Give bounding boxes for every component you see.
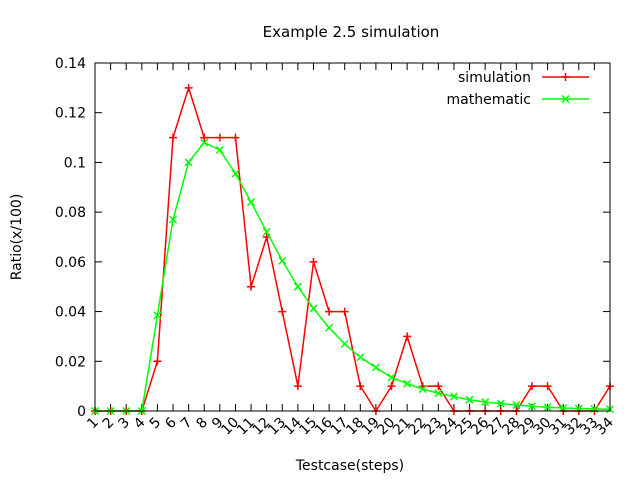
data-point (496, 399, 505, 408)
data-point (184, 158, 193, 167)
data-point (356, 353, 365, 362)
data-point (153, 311, 162, 320)
data-point (247, 198, 256, 207)
data-point (215, 133, 224, 142)
data-point (527, 382, 536, 391)
data-point (309, 257, 318, 266)
data-point (371, 363, 380, 372)
data-point (278, 307, 287, 316)
data-point (309, 304, 318, 313)
y-tick-label: 0.12 (55, 106, 86, 122)
y-tick-label: 0 (77, 404, 86, 420)
data-point (262, 227, 271, 237)
series-line-simulation (95, 85, 611, 413)
data-point (169, 133, 178, 142)
data-point (184, 83, 193, 92)
data-point (403, 379, 412, 388)
data-point (168, 215, 178, 224)
data-point (231, 133, 240, 142)
data-point (231, 169, 240, 178)
plot-series (90, 83, 615, 416)
legend-label: mathematic (447, 92, 532, 108)
legend-marker (561, 94, 570, 104)
y-tick-label: 0.14 (55, 56, 86, 72)
y-tick-label: 0.08 (55, 205, 86, 221)
plot-frame (94, 62, 611, 412)
chart-title: Example 2.5 simulation (263, 23, 440, 41)
data-point (340, 339, 349, 348)
data-point (449, 392, 458, 401)
data-point (403, 332, 412, 341)
data-point (418, 385, 427, 394)
data-point (356, 382, 365, 391)
data-point (340, 307, 349, 316)
legend: simulation mathematic (447, 70, 589, 108)
data-point (387, 373, 396, 382)
data-point (512, 401, 521, 410)
data-point (543, 382, 552, 391)
data-point (200, 133, 209, 142)
data-point (434, 389, 443, 398)
legend-marker (561, 73, 570, 81)
data-point (153, 357, 162, 366)
data-point (465, 395, 474, 404)
data-point (559, 403, 568, 413)
data-point (293, 382, 302, 391)
series-mathematic (90, 138, 615, 416)
data-point (434, 382, 443, 391)
legend-label: simulation (458, 70, 531, 86)
data-point (325, 323, 334, 332)
y-axis-label: Ratio(x/100) (9, 194, 25, 281)
data-point (200, 138, 209, 147)
data-point (278, 256, 287, 265)
data-point (387, 382, 396, 391)
data-point (293, 282, 302, 291)
data-point (527, 402, 537, 411)
y-tick-label: 0.02 (55, 354, 86, 370)
y-tick-label: 0.04 (55, 305, 86, 321)
y-tick-label: 0.1 (64, 155, 86, 171)
data-point (325, 307, 334, 316)
data-point (247, 282, 256, 291)
data-point (215, 145, 224, 155)
series-line-mathematic (95, 141, 611, 412)
x-axis-label: Testcase(steps) (295, 458, 404, 474)
y-tick-label: 0.06 (55, 255, 86, 271)
data-point (543, 403, 552, 412)
data-point (481, 398, 490, 407)
